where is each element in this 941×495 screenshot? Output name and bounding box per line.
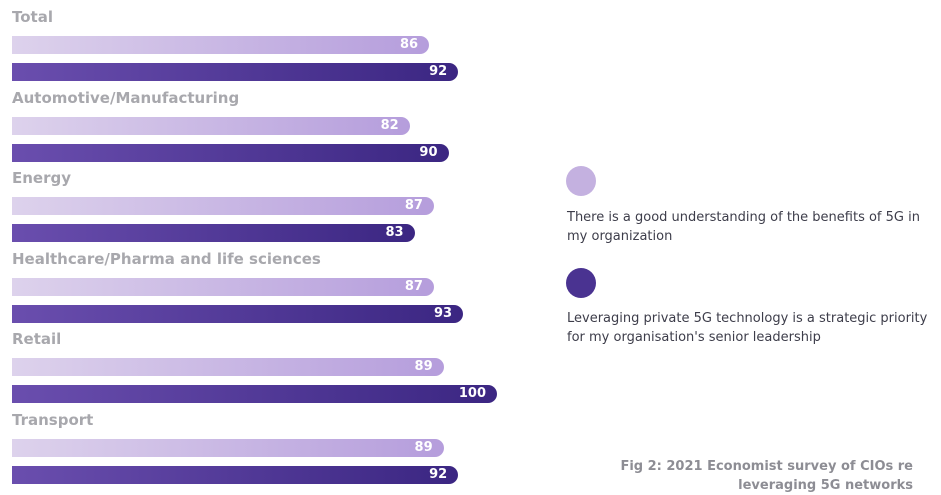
legend-swatch-understanding — [566, 166, 596, 196]
bar-chart: Total 86 92 Automotive/Manufacturing 82 90 Ene… — [12, 8, 497, 484]
bar-value-label: 100 — [458, 386, 486, 401]
bar-strategic-priority: 100 — [12, 385, 497, 403]
bar-value-label: 83 — [385, 225, 404, 240]
bar-value-label: 82 — [380, 117, 399, 133]
category-label: Retail — [12, 330, 62, 348]
bar-value-label: 86 — [400, 37, 419, 52]
bar-strategic-priority: 83 — [12, 224, 415, 242]
bar-value-label: 90 — [419, 144, 438, 160]
bar-value-label: 89 — [414, 439, 433, 455]
bar-understanding: 89 — [12, 358, 444, 376]
bar-value-label: 87 — [404, 278, 423, 294]
bar-strategic-priority: 90 — [12, 143, 449, 162]
bar-understanding: 89 — [12, 438, 444, 457]
category-label: Energy — [12, 169, 72, 187]
bar-understanding: 82 — [12, 116, 410, 135]
bar-strategic-priority: 93 — [12, 304, 464, 323]
figure-caption: Fig 2: 2021 Economist survey of CIOs re … — [620, 459, 913, 493]
bar-strategic-priority: 92 — [12, 63, 459, 81]
bar-understanding: 87 — [12, 197, 434, 215]
bar-strategic-priority: 92 — [12, 465, 459, 484]
bar-value-label: 92 — [429, 64, 448, 79]
bar-value-label: 87 — [404, 198, 423, 213]
category-label: Automotive/Manufacturing — [12, 88, 240, 107]
bar-value-label: 92 — [429, 466, 448, 482]
legend-swatch-strategic-priority — [566, 268, 596, 298]
category-label: Transport — [12, 410, 94, 429]
legend-label-understanding: There is a good understanding of the ben… — [567, 210, 920, 244]
category-label: Total — [12, 8, 53, 26]
category-label: Healthcare/Pharma and life sciences — [12, 249, 321, 268]
bar-understanding: 87 — [12, 277, 434, 296]
bar-value-label: 93 — [433, 305, 453, 321]
legend-label-strategic-priority: Leveraging private 5G technology is a st… — [567, 311, 928, 345]
bar-value-label: 89 — [414, 359, 433, 374]
bar-understanding: 86 — [12, 36, 430, 54]
